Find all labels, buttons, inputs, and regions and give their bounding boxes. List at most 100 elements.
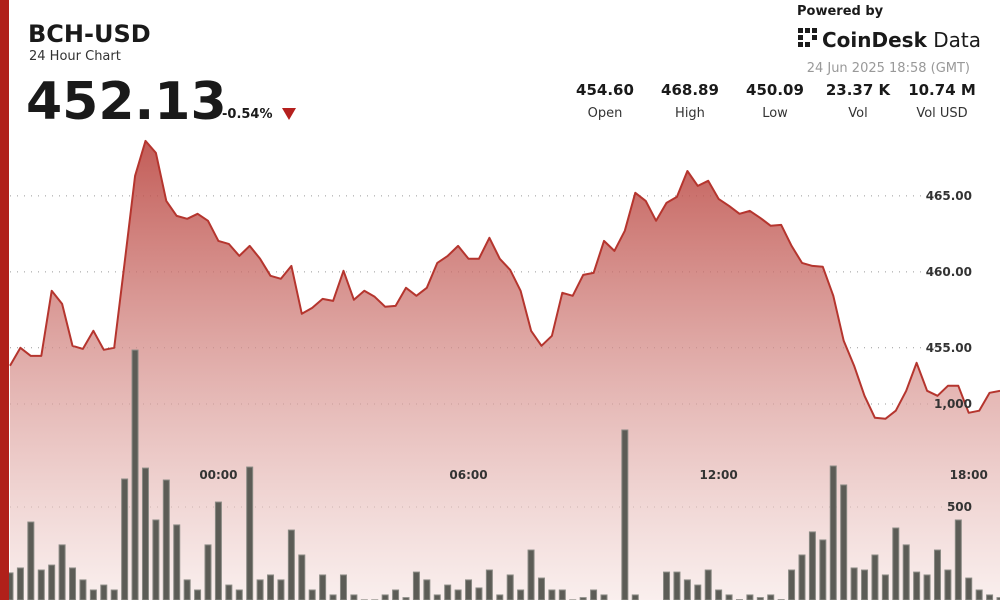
- volume-bar: [871, 554, 879, 600]
- volume-bar: [694, 584, 702, 600]
- volume-bar: [339, 574, 347, 600]
- volume-bar: [965, 577, 973, 600]
- stat-value: 468.89: [661, 81, 719, 99]
- volume-bar: [392, 589, 400, 600]
- volume-bar: [69, 567, 77, 600]
- volume-bar: [444, 584, 452, 600]
- volume-bar: [48, 564, 56, 600]
- volume-bar: [319, 574, 327, 600]
- plot-area: 455.00 460.00 465.00 500 1,000 00:00 06:00 12:0…: [6, 139, 1000, 600]
- volume-bar: [100, 584, 108, 600]
- volume-bar: [287, 529, 295, 600]
- volume-bar: [162, 479, 170, 600]
- volume-bar: [58, 544, 66, 600]
- volume-bar: [850, 567, 858, 600]
- volume-bar: [548, 589, 556, 600]
- volume-bar: [704, 569, 712, 600]
- timestamp: 24 Jun 2025 18:58 (GMT): [807, 61, 970, 76]
- volume-bar: [412, 571, 420, 600]
- volume-bar: [537, 577, 545, 600]
- volume-bar: [840, 484, 848, 600]
- brand: CoinDesk: [822, 28, 928, 52]
- volume-bar: [954, 519, 962, 600]
- volume-bar: [214, 501, 222, 600]
- title: BCH-USD: [28, 20, 151, 48]
- volume-bar: [121, 478, 129, 600]
- volume-bar: [152, 519, 160, 600]
- x-tick-label: 18:00: [950, 468, 988, 482]
- volume-bar: [204, 544, 212, 600]
- volume-bar: [496, 594, 504, 600]
- volume-bar: [506, 574, 514, 600]
- volume-bar: [485, 569, 493, 600]
- y-tick-label: 455.00: [926, 341, 972, 355]
- brand-suffix: Data: [933, 28, 981, 52]
- volume-bar: [141, 467, 149, 600]
- stat-label: Vol USD: [916, 106, 967, 121]
- accent-bar: [0, 0, 9, 600]
- volume-bar: [819, 539, 827, 600]
- stat-value: 23.37 K: [826, 81, 892, 99]
- volume-bar: [746, 594, 754, 600]
- volume-bar: [683, 579, 691, 600]
- volume-bar: [465, 579, 473, 600]
- stat-label: Vol: [848, 106, 867, 121]
- stat-value: 450.09: [746, 81, 804, 99]
- stat-value: 454.60: [576, 81, 634, 99]
- volume-bar: [183, 579, 191, 600]
- volume-bar: [913, 571, 921, 600]
- y2-tick-label: 500: [947, 500, 972, 514]
- volume-bar: [944, 569, 952, 600]
- volume-bar: [600, 594, 608, 600]
- last-price: 452.13: [26, 72, 227, 132]
- volume-bar: [267, 574, 275, 600]
- volume-bar: [788, 569, 796, 600]
- volume-bar: [527, 549, 535, 600]
- volume-bar: [423, 579, 431, 600]
- volume-bar: [715, 589, 723, 600]
- x-tick-label: 12:00: [700, 468, 738, 482]
- change: -0.54%: [222, 107, 273, 122]
- y-tick-label: 460.00: [926, 265, 972, 279]
- volume-bar: [590, 589, 598, 600]
- volume-bar: [433, 594, 441, 600]
- logo-icon: [798, 28, 817, 47]
- volume-bar: [298, 554, 306, 600]
- volume-bar: [27, 521, 35, 600]
- volume-bar: [986, 594, 994, 600]
- volume-bar: [621, 429, 629, 600]
- y2-tick-label: 1,000: [934, 397, 972, 411]
- y-tick-label: 465.00: [926, 189, 972, 203]
- volume-bar: [996, 597, 1000, 600]
- volume-bar: [16, 567, 24, 600]
- volume-bar: [923, 574, 931, 600]
- volume-bar: [79, 579, 87, 600]
- volume-bar: [725, 594, 733, 600]
- volume-bar: [131, 349, 139, 600]
- price-line: [9, 139, 1000, 420]
- down-arrow: [282, 108, 296, 120]
- volume-bar: [256, 579, 264, 600]
- volume-bar: [861, 569, 869, 600]
- volume-bar: [767, 594, 775, 600]
- volume-bar: [829, 465, 837, 600]
- volume-bar: [975, 589, 983, 600]
- volume-bar: [110, 589, 118, 600]
- volume-bar: [37, 569, 45, 600]
- volume-bar: [631, 594, 639, 600]
- volume-bar: [881, 574, 889, 600]
- volume-bar: [454, 589, 462, 600]
- powered-by: Powered by: [797, 4, 884, 19]
- stat-label: Open: [588, 106, 623, 121]
- x-tick-label: 00:00: [199, 468, 237, 482]
- stats: 454.60 Open 468.89 High 450.09 Low 23.37 K Vol 1…: [576, 81, 976, 121]
- volume-bar: [798, 554, 806, 600]
- volume-bar: [194, 589, 202, 600]
- volume-bar: [673, 571, 681, 600]
- subtitle: 24 Hour Chart: [29, 49, 121, 64]
- volume-bar: [225, 584, 233, 600]
- volume-bar: [329, 594, 337, 600]
- volume-bar: [308, 589, 316, 600]
- volume-bar: [517, 589, 525, 600]
- volume-bar: [173, 524, 181, 600]
